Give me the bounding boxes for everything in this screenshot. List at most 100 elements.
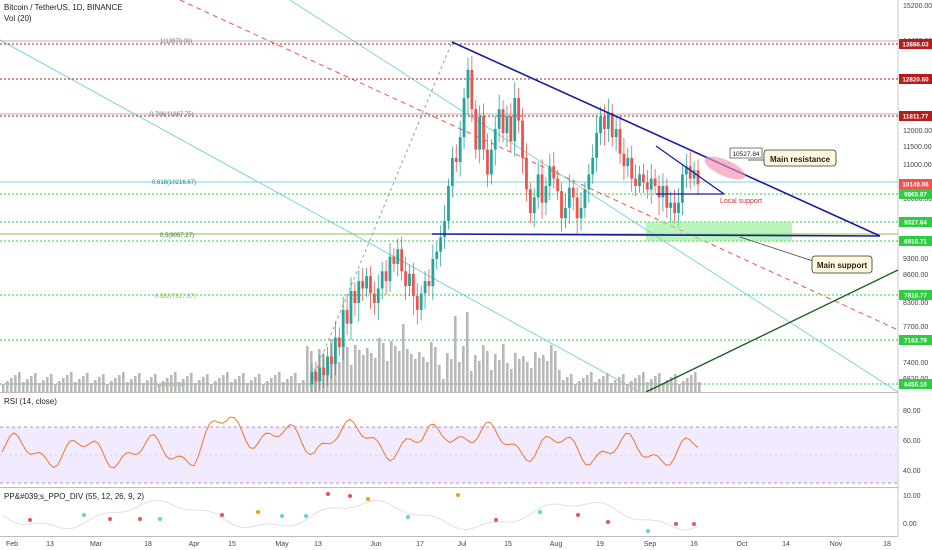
- ppo-dot: [366, 497, 370, 501]
- price-axis-tick: 8300.00: [903, 300, 928, 307]
- candle-body: [388, 256, 392, 282]
- candle-body: [493, 128, 497, 150]
- volume-bar: [562, 380, 565, 392]
- candle-body: [653, 178, 657, 186]
- volume-bar: [210, 384, 213, 392]
- volume-bar: [238, 376, 241, 392]
- fib-diagonal: [309, 41, 453, 386]
- price-axis-tick: 11500.00: [903, 144, 932, 151]
- channel-light-line-2: [289, 0, 898, 392]
- candle-body: [564, 207, 567, 219]
- ppo-dot: [606, 520, 610, 524]
- volume-bar: [590, 372, 593, 392]
- ppo-dot: [494, 518, 498, 522]
- volume-bar: [362, 355, 365, 392]
- price-label-text: 12820.60: [902, 77, 929, 84]
- volume-bar: [50, 374, 53, 392]
- price-label-box: [899, 379, 932, 389]
- ppo-label: PP&#039;s_PPO_DIV (55, 12, 26, 9, 2): [4, 492, 144, 501]
- candle-body: [657, 185, 661, 198]
- volume-bar: [446, 353, 449, 392]
- volume-bar: [642, 372, 645, 392]
- time-axis-tick: Oct: [737, 541, 748, 548]
- price-label-box: [899, 39, 932, 49]
- candle-body: [380, 271, 384, 289]
- price-label-text: 6456.10: [904, 382, 927, 389]
- volume-bar: [594, 382, 597, 392]
- volume-bar: [398, 351, 401, 392]
- volume-bar: [662, 383, 665, 392]
- candle-body: [669, 202, 673, 208]
- volume-bar: [158, 384, 161, 392]
- candle-body: [642, 174, 645, 183]
- volume-bar: [274, 375, 277, 392]
- volume-bar: [286, 379, 289, 392]
- price-label-box: [899, 236, 932, 246]
- volume-bar: [654, 376, 657, 392]
- candle-body: [610, 112, 614, 138]
- price-label-box: [899, 74, 932, 84]
- price-label-box: [899, 111, 932, 121]
- candle-body: [517, 98, 521, 121]
- descending-trendline: [451, 41, 881, 237]
- volume-bar: [582, 378, 585, 392]
- ppo-dot: [28, 518, 32, 522]
- fib-label-1: 1(13970.00): [160, 39, 192, 45]
- ppo-dot: [256, 510, 260, 514]
- candle-body: [630, 157, 634, 179]
- volume-bar: [658, 373, 661, 392]
- candle-body: [552, 166, 556, 179]
- price-label-text: 9865.87: [904, 192, 927, 199]
- volume-bar: [682, 381, 685, 392]
- volume-bar: [106, 384, 109, 392]
- candle-body: [341, 309, 345, 348]
- time-axis-tick: 16: [690, 541, 698, 548]
- candle-body: [525, 157, 528, 190]
- volume-bar: [650, 379, 653, 392]
- candle-body: [450, 157, 454, 186]
- ppo-dot: [108, 517, 112, 521]
- volume-bar: [530, 368, 533, 392]
- volume-bar: [10, 378, 13, 392]
- candle-body: [606, 112, 610, 129]
- volume-bar: [506, 363, 509, 392]
- volume-bar: [2, 384, 5, 392]
- volume-bar: [510, 369, 513, 392]
- volume-bar: [254, 377, 257, 392]
- price-axis-tick: 12000.00: [903, 128, 932, 135]
- volume-bar: [622, 374, 625, 392]
- volume-bar: [454, 316, 457, 392]
- candle-body: [443, 220, 446, 238]
- volume-bar: [146, 380, 149, 392]
- volume-bar: [230, 382, 233, 392]
- volume-bar: [478, 361, 481, 392]
- candle-body: [532, 197, 536, 214]
- candle-body: [415, 296, 419, 310]
- candle-body: [462, 98, 466, 138]
- price-label-box: [899, 189, 932, 199]
- candle-body: [369, 276, 372, 294]
- volume-bar: [234, 379, 237, 392]
- volume-bar: [438, 365, 441, 392]
- volume-bar: [306, 346, 309, 392]
- volume-bar: [538, 358, 541, 392]
- volume-bar: [154, 374, 157, 392]
- candle-body: [470, 69, 474, 110]
- volume-bar: [150, 377, 153, 392]
- volume-bar: [486, 351, 489, 392]
- candle-body: [439, 237, 443, 252]
- volume-bar: [110, 381, 113, 392]
- ascending-long-line: [645, 269, 898, 392]
- volume-bar: [70, 372, 73, 392]
- volume-bar: [42, 380, 45, 392]
- fib-label-0: 0(6400.00): [155, 383, 184, 389]
- candle-body: [376, 288, 380, 304]
- candle-body: [540, 174, 544, 203]
- volume-bar: [214, 381, 217, 392]
- volume-bar: [670, 377, 673, 392]
- volume-bar: [78, 379, 81, 392]
- volume-bar: [470, 371, 473, 392]
- candle-body: [681, 174, 684, 203]
- candle-body: [337, 337, 341, 348]
- volume-bar: [554, 351, 557, 392]
